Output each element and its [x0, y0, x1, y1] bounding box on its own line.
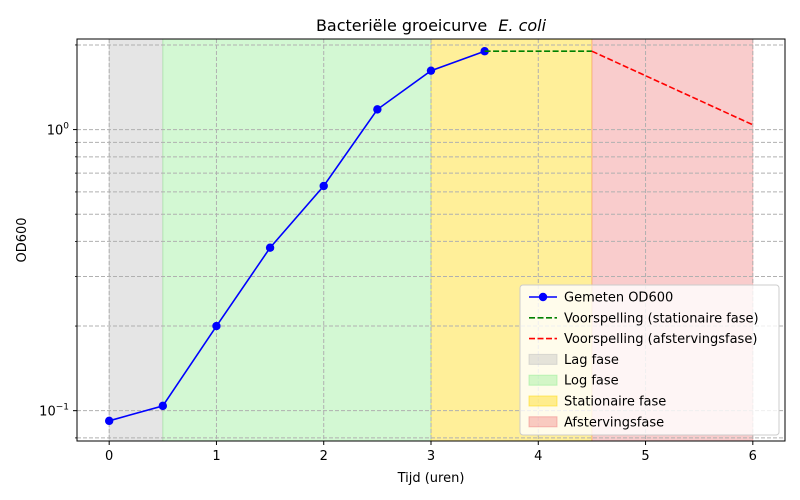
- legend-label-5: Stationaire fase: [564, 395, 666, 410]
- x-tick-label-5: 5: [641, 449, 649, 464]
- legend-label-6: Afstervingsfase: [564, 415, 664, 430]
- axis-ticks: 0 1 2 3 4 5 6 10−1 100: [39, 44, 757, 464]
- y-axis-label: OD600: [15, 217, 30, 262]
- data-point-0-2: [212, 321, 221, 331]
- phase-band-0: [108, 38, 164, 442]
- chart-title-italic: E. coli: [498, 16, 546, 35]
- legend-entry-4: Log fase: [528, 374, 619, 389]
- legend-entry-3: Lag fase: [528, 353, 619, 368]
- legend-entry-0: Gemeten OD600: [529, 291, 673, 306]
- chart-title-main: Bacteriële groeicurve: [316, 16, 487, 35]
- legend: Gemeten OD600 Voorspelling (stationaire f…: [519, 284, 780, 436]
- legend-entry-1: Voorspelling (stationaire fase): [529, 311, 759, 326]
- x-tick-label-3: 3: [427, 449, 435, 464]
- legend-label-4: Log fase: [564, 374, 619, 389]
- data-point-0-5: [373, 105, 382, 114]
- chart-title: Bacteriële groeicurve E. coli: [316, 16, 547, 35]
- series-layer: [104, 47, 754, 426]
- legend-entry-2: Voorspelling (afstervingsfase): [529, 332, 757, 347]
- legend-label-2: Voorspelling (afstervingsfase): [564, 332, 757, 347]
- x-tick-label-6: 6: [749, 449, 757, 464]
- data-point-0-3: [265, 243, 275, 252]
- legend-swatch-5: [528, 395, 558, 407]
- x-tick-label-2: 2: [320, 449, 328, 464]
- legend-entry-5: Stationaire fase: [528, 395, 666, 410]
- data-point-0-1: [158, 401, 168, 411]
- legend-swatch-6: [528, 416, 558, 428]
- series-line-0: [108, 50, 485, 422]
- legend-label-3: Lag fase: [564, 353, 619, 368]
- data-point-0-6: [426, 66, 436, 75]
- data-point-0-0: [104, 416, 114, 426]
- x-axis-label: Tijd (uren): [397, 471, 465, 486]
- x-tick-label-4: 4: [534, 449, 542, 464]
- legend-marker-0: [538, 292, 548, 302]
- legend-label-1: Voorspelling (stationaire fase): [564, 311, 759, 326]
- series-line-2: [591, 50, 754, 126]
- x-tick-label-0: 0: [105, 449, 113, 464]
- legend-entry-6: Afstervingsfase: [528, 415, 664, 430]
- phase-bands: [108, 38, 754, 442]
- legend-swatch-3: [528, 353, 558, 365]
- y-tick-label-0: 10−1: [39, 403, 69, 420]
- data-point-0-4: [319, 181, 328, 191]
- legend-box: [519, 284, 780, 436]
- y-tick-label-1: 100: [47, 122, 70, 139]
- legend-swatch-4: [528, 374, 558, 386]
- legend-label-0: Gemeten OD600: [564, 291, 673, 306]
- x-tick-label-1: 1: [212, 449, 220, 464]
